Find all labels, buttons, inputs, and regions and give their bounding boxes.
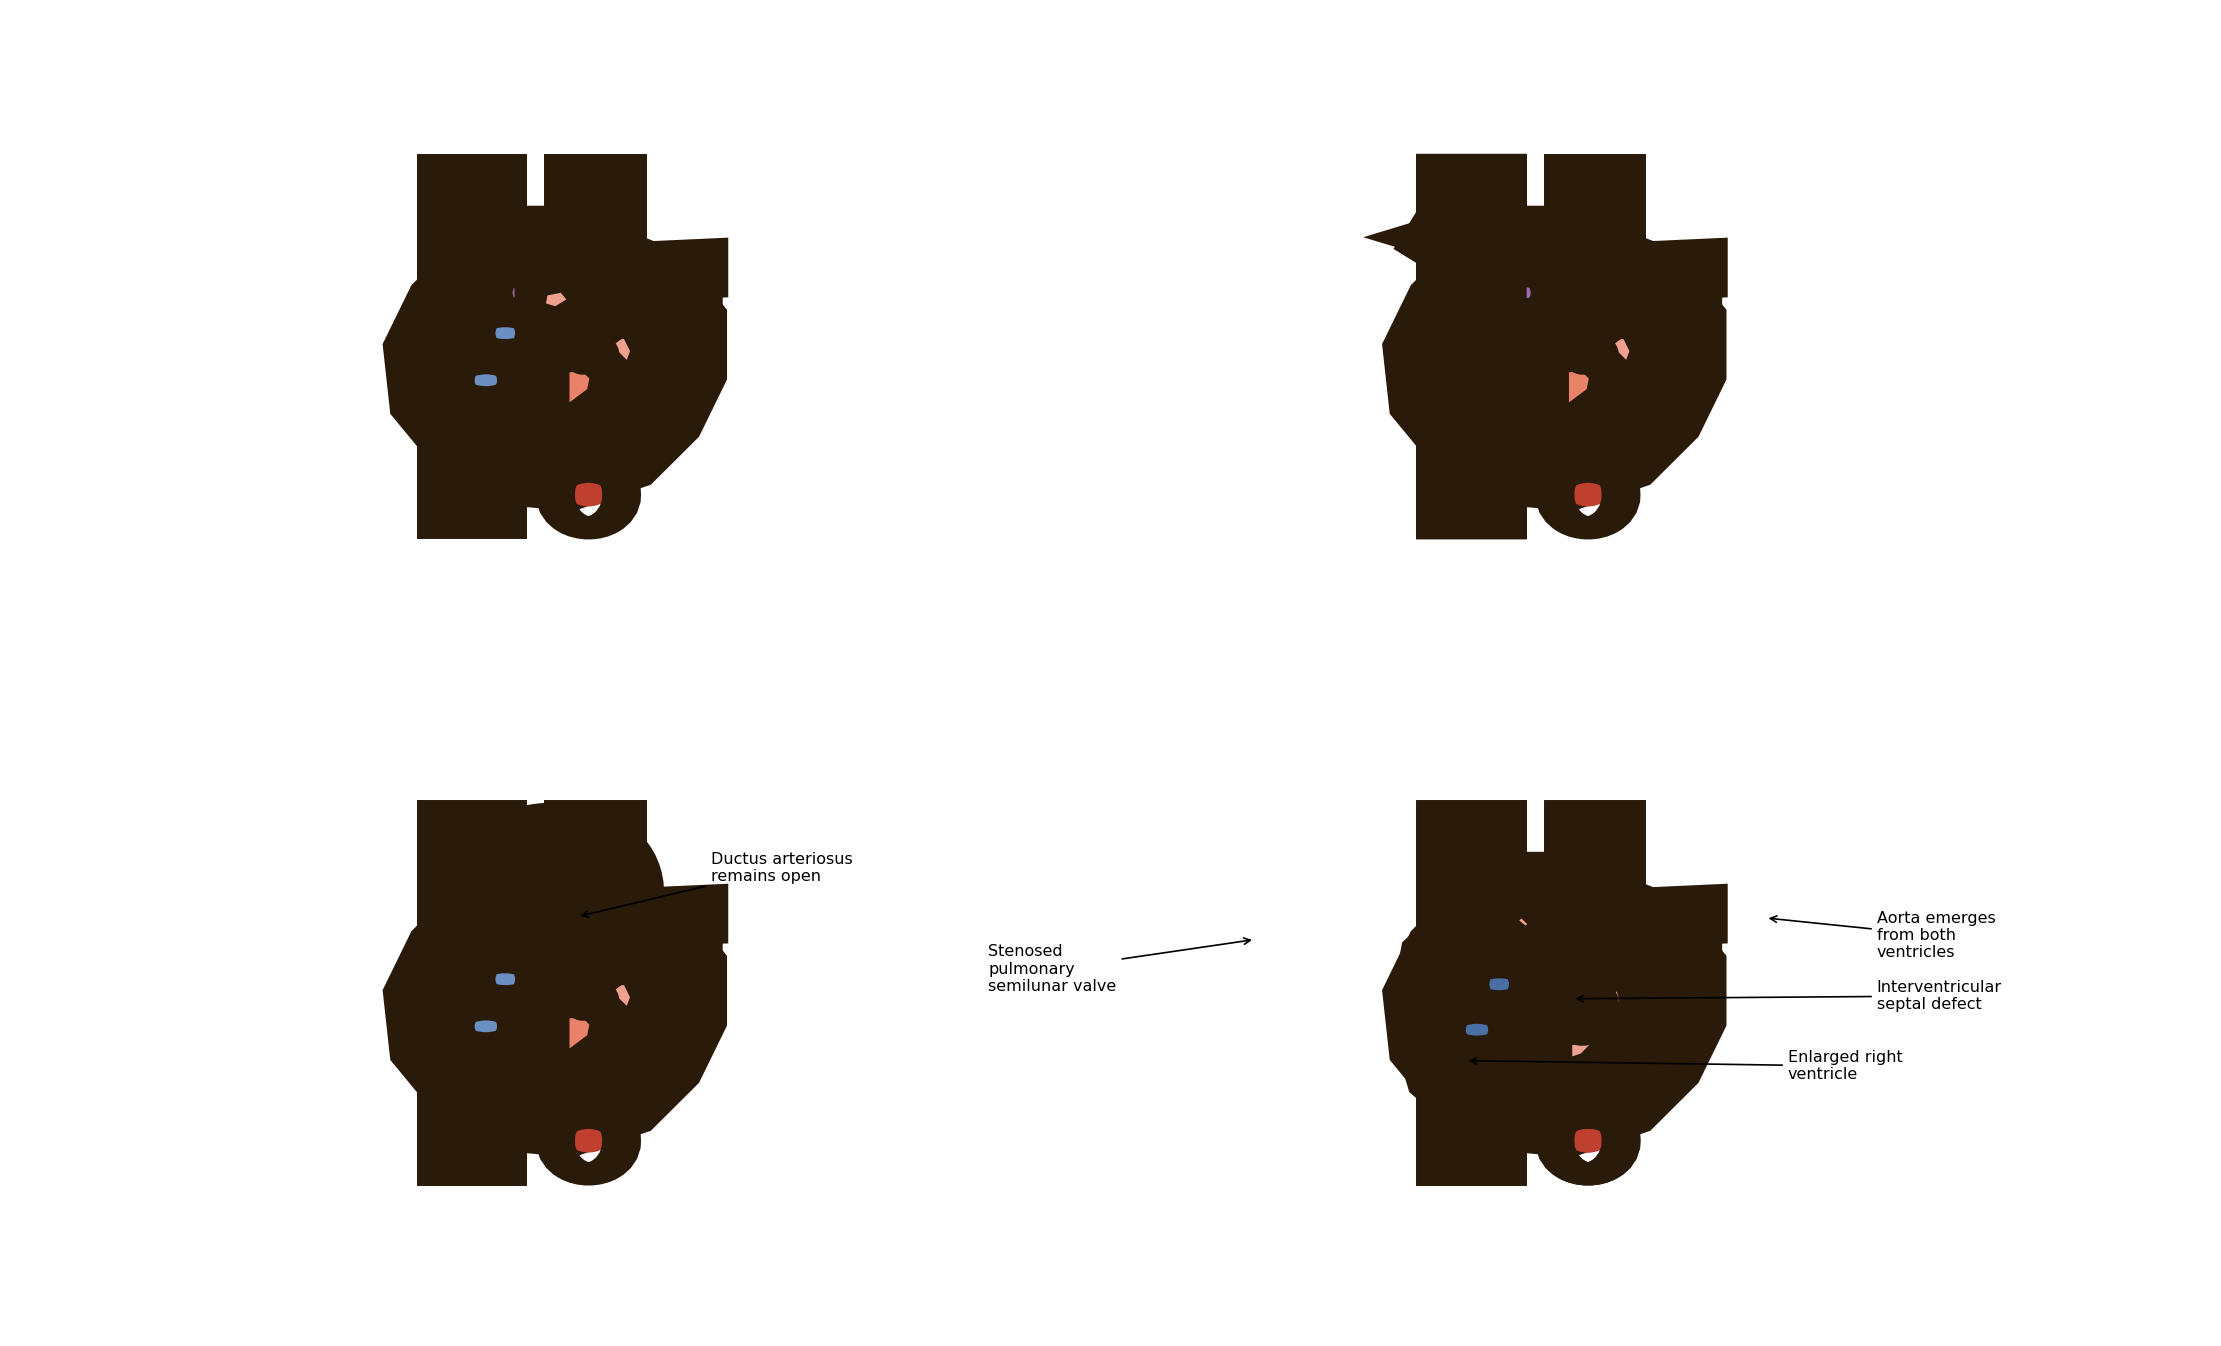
- Ellipse shape: [509, 933, 535, 945]
- Polygon shape: [544, 293, 566, 307]
- Polygon shape: [551, 996, 611, 1074]
- Polygon shape: [431, 267, 551, 456]
- Ellipse shape: [489, 973, 522, 985]
- Polygon shape: [1550, 940, 1644, 1085]
- Polygon shape: [1493, 229, 1566, 242]
- Polygon shape: [1521, 891, 1577, 940]
- Polygon shape: [1448, 833, 1493, 1152]
- Polygon shape: [1550, 350, 1610, 428]
- Ellipse shape: [1484, 979, 1515, 991]
- Polygon shape: [418, 249, 693, 478]
- Polygon shape: [449, 833, 493, 1152]
- Text: Enlarged right
ventricle: Enlarged right ventricle: [1470, 1050, 1903, 1082]
- Ellipse shape: [1470, 374, 1501, 386]
- Ellipse shape: [1568, 1129, 1608, 1152]
- Polygon shape: [551, 950, 604, 989]
- Ellipse shape: [1508, 287, 1535, 299]
- Polygon shape: [1550, 293, 1655, 448]
- Polygon shape: [551, 293, 655, 448]
- Polygon shape: [1510, 915, 1532, 927]
- Polygon shape: [1550, 917, 1684, 1102]
- Polygon shape: [617, 261, 706, 280]
- Polygon shape: [449, 187, 493, 506]
- Polygon shape: [1577, 833, 1612, 934]
- Polygon shape: [1448, 187, 1493, 506]
- Polygon shape: [1550, 956, 1604, 993]
- Polygon shape: [617, 280, 700, 297]
- Polygon shape: [577, 833, 613, 934]
- Ellipse shape: [569, 1129, 609, 1152]
- Polygon shape: [1430, 267, 1550, 456]
- Polygon shape: [617, 299, 693, 316]
- Ellipse shape: [569, 483, 609, 506]
- Polygon shape: [1615, 299, 1692, 316]
- Polygon shape: [1493, 895, 1566, 909]
- Polygon shape: [493, 875, 566, 888]
- Polygon shape: [1615, 909, 1706, 926]
- Polygon shape: [493, 895, 566, 909]
- Polygon shape: [1615, 280, 1699, 297]
- Ellipse shape: [549, 296, 562, 303]
- Polygon shape: [493, 249, 566, 262]
- Polygon shape: [1615, 945, 1692, 962]
- Ellipse shape: [1568, 1129, 1608, 1152]
- Polygon shape: [617, 926, 700, 944]
- Polygon shape: [617, 909, 706, 926]
- Polygon shape: [493, 229, 566, 242]
- Ellipse shape: [1461, 1024, 1493, 1035]
- Polygon shape: [1493, 875, 1566, 888]
- Polygon shape: [418, 895, 693, 1124]
- Polygon shape: [1615, 926, 1699, 944]
- Ellipse shape: [509, 287, 535, 299]
- Ellipse shape: [471, 374, 502, 386]
- Polygon shape: [551, 913, 689, 1106]
- Polygon shape: [1448, 187, 1493, 506]
- Polygon shape: [551, 267, 689, 460]
- Polygon shape: [1493, 249, 1566, 262]
- Polygon shape: [1532, 895, 1610, 926]
- Polygon shape: [577, 187, 613, 288]
- Polygon shape: [1550, 267, 1688, 460]
- Ellipse shape: [1508, 917, 1535, 927]
- Polygon shape: [1421, 913, 1550, 1106]
- Ellipse shape: [1488, 327, 1521, 339]
- Ellipse shape: [471, 1020, 502, 1032]
- Polygon shape: [551, 350, 611, 428]
- Polygon shape: [431, 913, 551, 1102]
- Ellipse shape: [489, 327, 522, 339]
- Polygon shape: [522, 891, 577, 940]
- Polygon shape: [1550, 304, 1604, 343]
- Polygon shape: [522, 245, 577, 293]
- Polygon shape: [551, 940, 655, 1093]
- Text: Interventricular
septal defect: Interventricular septal defect: [1577, 980, 2001, 1012]
- Polygon shape: [1417, 249, 1692, 478]
- Polygon shape: [1521, 245, 1577, 293]
- Text: Ductus arteriosus
remains open: Ductus arteriosus remains open: [582, 852, 853, 917]
- Polygon shape: [1577, 187, 1612, 288]
- Ellipse shape: [1568, 483, 1608, 506]
- Text: Aorta emerges
from both
ventricles: Aorta emerges from both ventricles: [1770, 911, 1994, 960]
- Polygon shape: [617, 945, 693, 962]
- Text: Stenosed
pulmonary
semilunar valve: Stenosed pulmonary semilunar valve: [988, 938, 1250, 993]
- Polygon shape: [1615, 261, 1706, 280]
- Polygon shape: [551, 304, 604, 343]
- Polygon shape: [1417, 895, 1692, 1124]
